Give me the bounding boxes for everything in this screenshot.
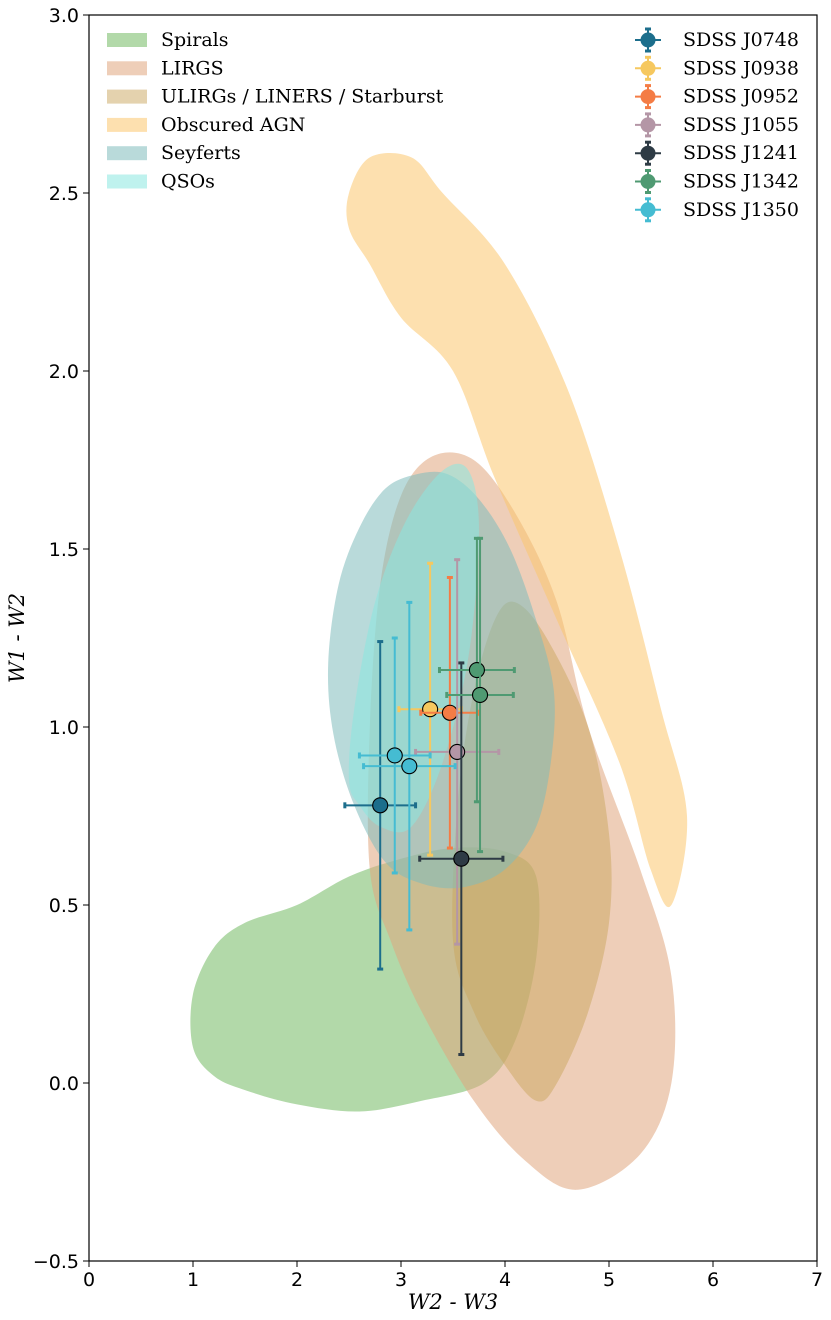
plot-frame xyxy=(88,14,818,1262)
legend-item-ulirgs-liners-starburst[interactable]: ULIRGs / LINERS / Starburst xyxy=(107,86,444,108)
legend-item-sdss-j0938[interactable]: SDSS J0938 xyxy=(635,55,799,81)
legend-item-sdss-j0952[interactable]: SDSS J0952 xyxy=(635,84,799,110)
legend-swatch xyxy=(107,117,147,132)
marker[interactable] xyxy=(401,758,418,775)
legend-item-sdss-j1055[interactable]: SDSS J1055 xyxy=(635,112,799,138)
legend-item-lirgs[interactable]: LIRGS xyxy=(107,57,224,79)
marker[interactable] xyxy=(372,797,389,814)
data-point-sdss-j0952[interactable] xyxy=(419,575,481,850)
legend-label: SDSS J0748 xyxy=(683,29,799,51)
marker[interactable] xyxy=(449,743,466,760)
legend-item-qsos[interactable]: QSOs xyxy=(107,171,215,193)
legend-item-sdss-j1350[interactable]: SDSS J1350 xyxy=(635,197,799,223)
legend-marker xyxy=(640,60,656,76)
marker[interactable] xyxy=(471,686,489,704)
legend-label: SDSS J1055 xyxy=(683,114,799,136)
x-tick-label: 6 xyxy=(707,1269,719,1291)
data-point-sdss-j1241[interactable] xyxy=(418,661,505,1057)
legend-swatch xyxy=(107,146,147,161)
marker[interactable] xyxy=(441,704,458,721)
legend-item-sdss-j1241[interactable]: SDSS J1241 xyxy=(635,140,799,166)
x-axis: 0 1 2 3 4 5 6 7 xyxy=(83,1261,823,1291)
marker[interactable] xyxy=(468,661,485,679)
x-tick-label: 0 xyxy=(83,1269,95,1291)
legend-regions: Spirals LIRGS ULIRGs / LINERS / Starburst O… xyxy=(107,29,444,193)
legend-swatch xyxy=(107,89,147,104)
x-tick-label: 1 xyxy=(187,1269,199,1291)
data-point-sdss-j1350[interactable] xyxy=(362,600,457,932)
y-tick-label: 1.5 xyxy=(49,539,79,561)
legend-label: QSOs xyxy=(161,171,215,193)
legend-label: Obscured AGN xyxy=(161,114,305,136)
legend-label: Spirals xyxy=(161,29,229,51)
legend-label: SDSS J0952 xyxy=(683,86,799,108)
y-tick-label: 3.0 xyxy=(49,5,79,27)
region-qsos xyxy=(348,463,479,833)
legend-item-sdss-j0748[interactable]: SDSS J0748 xyxy=(635,27,799,53)
y-tick-label: 1.0 xyxy=(49,717,79,739)
legend-label: SDSS J0938 xyxy=(683,57,799,79)
data-point-sdss-j0748[interactable] xyxy=(343,640,418,971)
legend-label: LIRGS xyxy=(161,57,224,79)
region-layer xyxy=(190,152,688,1190)
y-tick-label: 2.0 xyxy=(49,361,79,383)
y-tick-label: −0.5 xyxy=(33,1251,79,1273)
legend-label: ULIRGs / LINERS / Starburst xyxy=(161,86,444,108)
legend-marker xyxy=(640,202,656,218)
legend-marker xyxy=(640,89,656,105)
x-tick-label: 5 xyxy=(603,1269,615,1291)
legend-label: Seyferts xyxy=(161,142,241,164)
marker[interactable] xyxy=(453,850,470,867)
region-obscured-agn xyxy=(346,152,688,908)
legend-swatch xyxy=(107,61,147,76)
legend-swatch xyxy=(107,33,147,47)
legend-marker xyxy=(640,32,656,48)
x-axis-title: W2 - W3 xyxy=(408,1290,498,1314)
x-tick-label: 4 xyxy=(499,1269,511,1291)
y-tick-label: 0.0 xyxy=(49,1073,79,1095)
data-point-layer xyxy=(343,536,516,1057)
legend-marker xyxy=(640,117,656,133)
legend-marker xyxy=(640,174,656,189)
x-tick-label: 3 xyxy=(395,1269,407,1291)
y-tick-label: 2.5 xyxy=(49,183,79,205)
data-point-sdss-j1350[interactable] xyxy=(357,636,432,875)
legend-label: SDSS J1350 xyxy=(683,199,799,221)
x-tick-label: 2 xyxy=(291,1269,303,1291)
legend-item-obscured-agn[interactable]: Obscured AGN xyxy=(107,114,305,136)
marker[interactable] xyxy=(386,747,403,764)
legend-label: SDSS J1342 xyxy=(683,171,799,193)
legend-label: SDSS J1241 xyxy=(683,142,799,164)
legend-item-spirals[interactable]: Spirals xyxy=(107,29,229,51)
y-tick-label: 0.5 xyxy=(49,895,79,917)
x-tick-label: 7 xyxy=(811,1269,823,1291)
legend-sources: SDSS J0748 SDSS J0938 SDSS J0952 SDSS J1055… xyxy=(635,27,799,223)
legend-swatch xyxy=(107,174,147,189)
marker[interactable] xyxy=(422,701,439,718)
legend-marker xyxy=(640,145,656,161)
legend-item-seyferts[interactable]: Seyferts xyxy=(107,142,241,164)
data-point-sdss-j1342[interactable] xyxy=(445,536,515,854)
legend-item-sdss-j1342[interactable]: SDSS J1342 xyxy=(635,169,799,194)
y-axis-title: W1 - W2 xyxy=(5,593,29,683)
y-axis: −0.5 0.0 0.5 1.0 1.5 2.0 2.5 3.0 xyxy=(33,5,89,1273)
